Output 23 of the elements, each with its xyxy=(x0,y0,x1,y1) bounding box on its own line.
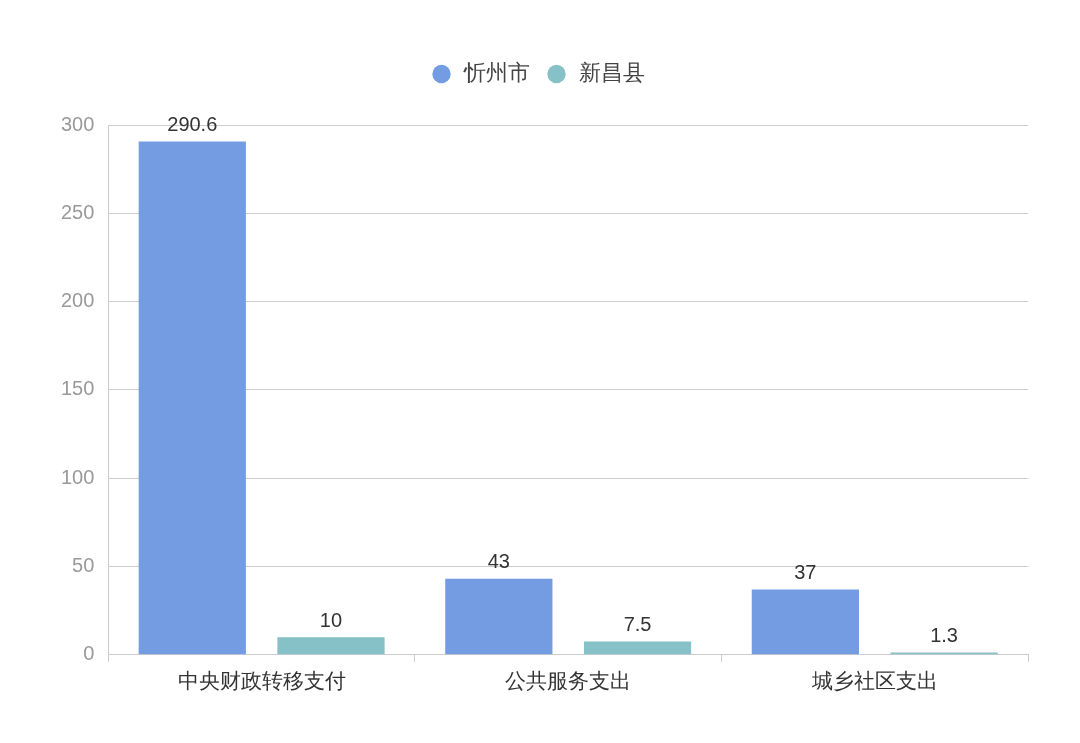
data-label: 37 xyxy=(794,560,817,583)
x-tick-label: 城乡社区支出 xyxy=(810,669,938,693)
data-label: 1.3 xyxy=(930,624,958,647)
legend-label: 忻州市 xyxy=(462,60,530,86)
x-tick-label: 公共服务支出 xyxy=(505,669,632,693)
x-tick-label: 中央财政转移支付 xyxy=(177,669,346,693)
y-tick-label: 100 xyxy=(60,465,95,488)
data-label: 43 xyxy=(487,550,510,573)
y-tick-label: 150 xyxy=(60,377,95,400)
bar xyxy=(583,641,692,655)
data-label: 10 xyxy=(319,608,343,631)
y-tick-label: 50 xyxy=(72,554,95,577)
bar xyxy=(277,637,385,655)
bar xyxy=(138,141,246,655)
data-label: 290.6 xyxy=(167,113,218,136)
bar xyxy=(445,578,553,655)
legend-label: 新昌县 xyxy=(578,60,645,86)
y-tick-label: 200 xyxy=(60,289,95,312)
y-tick-label: 0 xyxy=(83,642,95,665)
data-label: 7.5 xyxy=(623,613,652,636)
y-tick-label: 250 xyxy=(60,200,95,223)
y-tick-label: 300 xyxy=(60,112,95,135)
bar xyxy=(751,589,859,655)
